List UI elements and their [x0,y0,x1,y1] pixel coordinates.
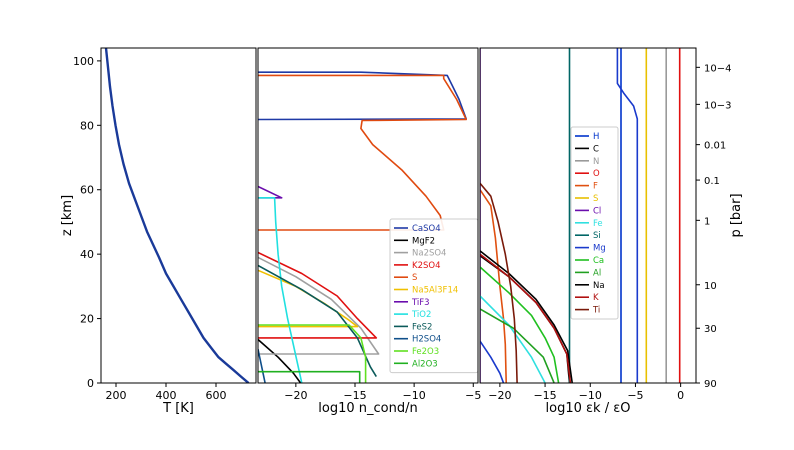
x-tick-label: −5 [627,389,643,402]
p-tick-label: 1 [704,216,710,227]
legend-box [570,126,619,320]
series-line-s [258,74,467,231]
legend-label-s: S [593,194,598,204]
x-axis-label: log10 n_cond/n [318,401,417,416]
p-tick-label: 10 [704,281,717,292]
series-line-f [480,189,507,383]
legend-label-s: S [412,273,417,283]
y-tick-label: 80 [80,119,94,132]
x-tick-label: −20 [284,389,307,402]
legend-label-si: Si [593,231,601,241]
series-line-fes2 [258,264,377,378]
y-tick-label: 60 [80,184,94,197]
p-tick-label: 10−3 [704,100,731,111]
series-line-mg [616,48,639,383]
legend-label-c: C [593,144,599,154]
p-tick-label: 10−4 [704,63,731,74]
legend-label-caso4: CaSO4 [412,224,441,234]
panel-temperature-frame [100,47,257,384]
x-tick-label: −20 [488,389,511,402]
legend-label-ca: Ca [593,256,604,266]
y-axis-label: z [km] [60,195,75,236]
legend-label-h: H [593,132,599,142]
legend-label-o: O [593,169,600,179]
plot-layer [104,48,681,383]
series-line-al [480,308,555,383]
legend-label-na: Na [593,281,605,291]
panel-temperature-plot [104,48,250,383]
legend-label-fe: Fe [593,219,603,229]
legend-label-ti: Ti [592,306,600,316]
x-tick-label: 200 [106,389,127,402]
series-line-mgf2 [258,338,302,383]
series-line-unnamed-15 [480,340,505,383]
x-tick-label: 400 [156,389,177,402]
series-line-ca [480,266,560,383]
series-line-fe [480,295,546,383]
legend-label-mg: Mg [593,244,606,254]
x-axis-label: T [K] [162,401,194,416]
p-tick-label: 30 [704,324,717,335]
legend-label-na5al3f14: Na5Al3F14 [412,286,458,296]
legend-label-na2so4: Na2SO4 [412,249,446,259]
series-line-al2o3 [258,370,361,383]
p-axis-label: p [bar] [729,193,744,237]
legend-label-h2so4: H2SO4 [412,335,441,345]
legend-label-k2so4: K2SO4 [412,261,440,271]
legend-label-al2o3: Al2O3 [412,359,438,369]
series-line-h2so4 [258,349,266,383]
series-line-caso4 [258,71,467,121]
legend-label-k: K [593,293,599,303]
legend-label-cl: Cl [593,206,601,216]
series-line-tio2 [258,197,303,383]
legend-label-n: N [593,157,599,167]
y-tick-label: 20 [80,313,94,326]
y-tick-label: 0 [87,377,94,390]
panel-condensates-plot [258,71,467,383]
legend-label-fe2o3: Fe2O3 [412,347,439,357]
x-tick-label: −15 [343,389,366,402]
series-line-fe2o3 [258,324,367,383]
x-tick-label: −5 [465,389,481,402]
legend-condensates: CaSO4 MgF2 Na2SO4 K2SO4 S Na5Al3F14 TiF3 TiO2 Fe… [389,218,479,374]
series-line-unnamed-0 [104,48,250,383]
series-line-k [480,253,572,383]
legend-label-tio2: TiO2 [411,310,431,320]
x-tick-label: −15 [533,389,556,402]
series-line-na [480,250,573,383]
series-line-na2so4 [258,256,380,355]
p-tick-label: 0.1 [704,176,720,187]
p-tick-label: 0.01 [704,141,726,152]
x-tick-label: −10 [403,389,426,402]
legend-label-tif3: TiF3 [411,298,430,308]
x-tick-label: −10 [579,389,602,402]
legend-label-fes2: FeS2 [412,322,432,332]
x-tick-label: 0 [677,389,684,402]
panel-condensates-frame [257,47,479,384]
legend-label-f: F [593,182,598,192]
legend-label-mgf2: MgF2 [412,236,435,246]
panel-elements-plot [480,48,681,383]
legend-label-al: Al [593,268,601,278]
y-tick-label: 40 [80,248,94,261]
panel-elements-frame [479,47,697,384]
p-tick-label: 90 [704,379,717,390]
x-tick-label: 600 [206,389,227,402]
series-line-tif3 [258,185,283,199]
series-line-ti [480,182,518,383]
x-axis-label: log10 εk / εO [546,401,631,416]
y-tick-label: 100 [73,55,94,68]
legend-layer: CaSO4 MgF2 Na2SO4 K2SO4 S Na5Al3F14 TiF3 TiO2 Fe… [389,126,619,374]
